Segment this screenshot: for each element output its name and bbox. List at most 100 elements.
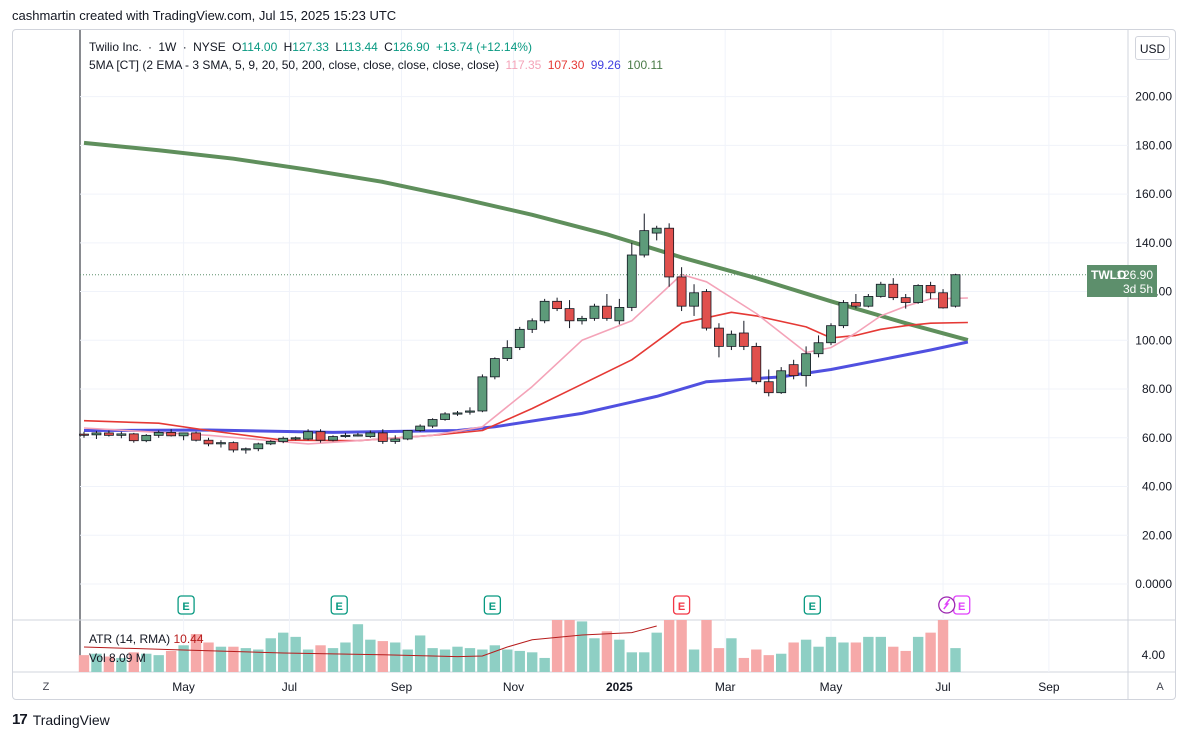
candle-body bbox=[888, 283, 899, 299]
candle-body bbox=[950, 274, 961, 307]
candle-body bbox=[826, 325, 836, 344]
volume-bar bbox=[514, 650, 525, 672]
volume-bar bbox=[776, 653, 787, 672]
volume-bar bbox=[290, 636, 301, 672]
time-tick-label: Sep bbox=[1038, 680, 1060, 694]
volume-bar bbox=[141, 653, 152, 672]
upcoming-event-bolt bbox=[943, 598, 951, 610]
volume-bar bbox=[551, 620, 563, 672]
candle-body bbox=[104, 432, 114, 436]
volume-bar bbox=[937, 620, 949, 672]
volume-bar bbox=[153, 655, 164, 672]
earnings-marker-label: E bbox=[958, 601, 965, 613]
price-tick-label: 140.00 bbox=[1135, 236, 1172, 250]
timezone-button[interactable]: Z bbox=[42, 681, 50, 693]
last-price-tag: TWLO 126.90 3d 5h bbox=[1087, 265, 1157, 297]
volume-bar bbox=[788, 642, 799, 672]
ema5-line bbox=[83, 273, 968, 445]
currency-button[interactable]: USD bbox=[1135, 36, 1170, 60]
candle-body bbox=[465, 410, 475, 413]
auto-scale-button[interactable]: A bbox=[1156, 681, 1164, 693]
volume-label: Vol bbox=[89, 651, 106, 665]
legend-open-label: O bbox=[232, 40, 242, 54]
volume-bar bbox=[912, 636, 924, 672]
candle-body bbox=[738, 332, 749, 347]
volume-bar bbox=[813, 646, 824, 672]
candle-body bbox=[875, 283, 886, 297]
chart-credit: cashmartin created with TradingView.com,… bbox=[12, 8, 397, 23]
candle-body bbox=[278, 437, 289, 442]
candle-body bbox=[564, 308, 575, 322]
candle-body bbox=[651, 227, 662, 234]
volume-bar bbox=[763, 655, 774, 672]
volume-bar bbox=[464, 648, 476, 672]
candle-body bbox=[303, 431, 314, 440]
volume-bar bbox=[489, 645, 501, 672]
legend-sep: · bbox=[148, 40, 153, 54]
volume-bar bbox=[527, 652, 538, 672]
candle-body bbox=[502, 347, 513, 359]
volume-bar bbox=[663, 620, 675, 672]
earnings-marker-label: E bbox=[678, 601, 685, 613]
footer-brand-text: TradingView bbox=[32, 711, 110, 728]
time-tick-label: Nov bbox=[503, 680, 524, 694]
volume-bar bbox=[688, 649, 700, 672]
legend-close-label: C bbox=[384, 40, 393, 54]
candle-body bbox=[153, 432, 164, 436]
volume-bar bbox=[850, 642, 862, 672]
volume-bar bbox=[91, 653, 102, 672]
indicator-value-sma50: 99.26 bbox=[590, 58, 621, 72]
price-tick-label: 60.00 bbox=[1142, 431, 1172, 445]
candle-body bbox=[315, 431, 326, 441]
series-legend: Twilio Inc. · 1W · NYSE O114.00 H127.33 … bbox=[89, 40, 535, 54]
footer-brand: 17 TradingView bbox=[12, 711, 110, 728]
candle-body bbox=[776, 370, 787, 394]
sma50-line bbox=[83, 340, 969, 434]
legend-open-value: 114.00 bbox=[241, 40, 278, 54]
legend-interval: 1W bbox=[158, 40, 177, 54]
earnings-marker-label: E bbox=[182, 601, 189, 613]
volume-bar bbox=[327, 648, 339, 672]
candle-body bbox=[577, 317, 587, 322]
candle-body bbox=[925, 285, 936, 294]
earnings-marker-label: E bbox=[489, 601, 496, 613]
candle-body bbox=[452, 412, 463, 415]
volume-bar bbox=[278, 632, 289, 672]
candle-body bbox=[763, 381, 774, 394]
candle-body bbox=[913, 285, 924, 303]
volume-bar bbox=[340, 642, 351, 672]
price-tick-label: 0.0000 bbox=[1135, 577, 1172, 591]
candle-body bbox=[552, 300, 562, 310]
volume-bar bbox=[738, 657, 750, 672]
candle-body bbox=[602, 305, 612, 319]
time-tick-label: May bbox=[820, 680, 843, 694]
volume-value: 8.09 M bbox=[109, 651, 146, 665]
volume-tick-label: 4.00 bbox=[1142, 648, 1166, 662]
legend-high-value: 127.33 bbox=[292, 40, 329, 54]
candle-body bbox=[801, 353, 811, 377]
tradingview-logo-icon: 17 bbox=[12, 711, 28, 728]
legend-low-label: L bbox=[335, 40, 342, 54]
atr-value: 10.44 bbox=[173, 632, 204, 646]
candle-body bbox=[365, 432, 376, 437]
candle-body bbox=[166, 432, 177, 437]
atr-line bbox=[83, 625, 657, 658]
volume-bar bbox=[751, 649, 762, 672]
candle-body bbox=[639, 230, 650, 256]
chart-frame bbox=[12, 29, 1176, 700]
price-tag-price: 126.90 bbox=[1116, 268, 1153, 282]
atr-legend: ATR (14, RMA) 10.44 bbox=[89, 632, 204, 646]
candle-body bbox=[863, 296, 874, 307]
time-tick-label: Jul bbox=[935, 680, 950, 694]
candle-body bbox=[340, 434, 351, 437]
legend-sep: · bbox=[182, 40, 187, 54]
volume-bar bbox=[626, 652, 637, 672]
candle-body bbox=[228, 442, 239, 451]
candle-body bbox=[539, 300, 550, 322]
candle-body bbox=[79, 433, 89, 436]
volume-bar bbox=[639, 652, 650, 672]
volume-bar bbox=[576, 621, 588, 672]
time-tick-label: 2025 bbox=[606, 680, 633, 694]
volume-bar bbox=[614, 639, 625, 672]
